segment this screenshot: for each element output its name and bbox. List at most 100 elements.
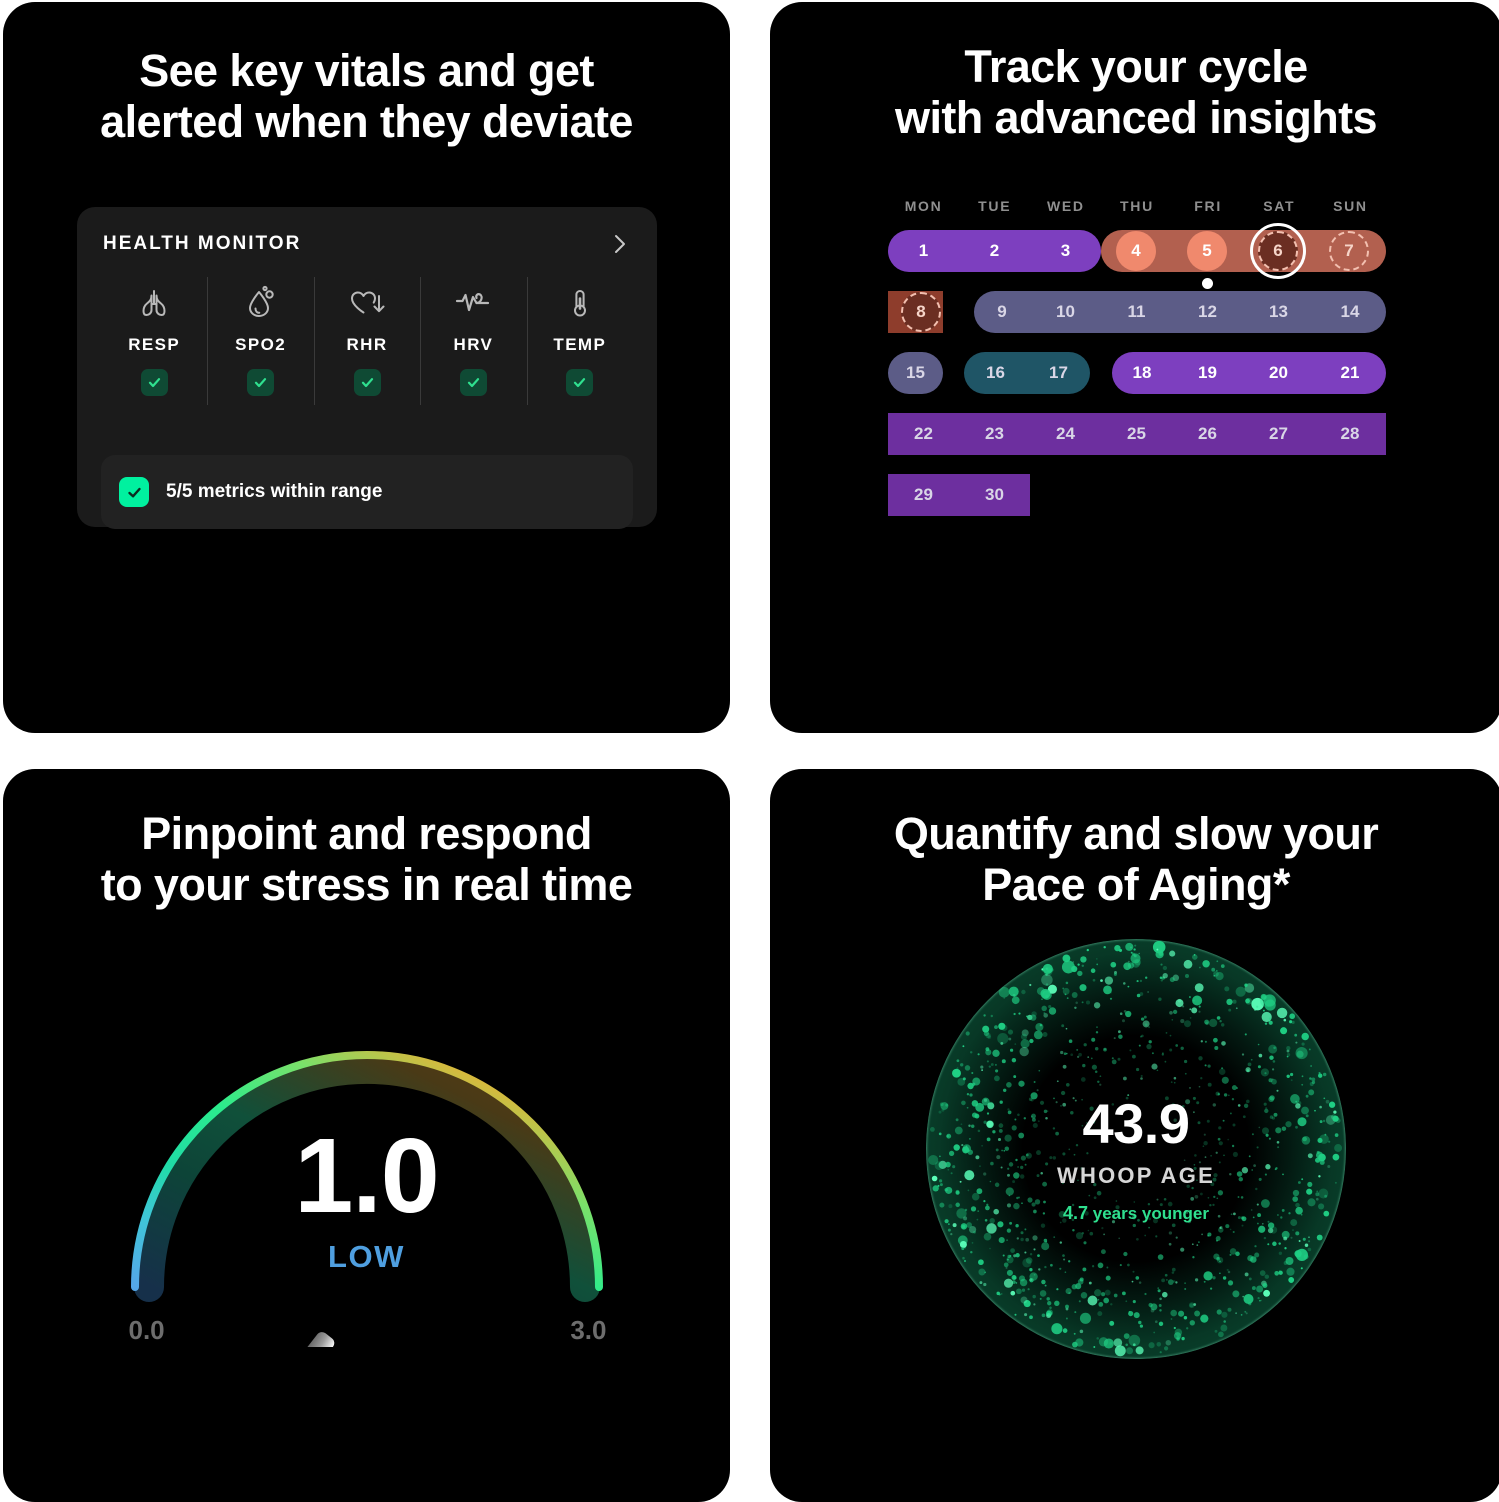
weekday-tue: TUE [978, 198, 1012, 214]
weekday-fri: FRI [1194, 198, 1222, 214]
gauge-needle-icon [236, 1332, 334, 1347]
cycle-band-menstrual[interactable]: 8 [888, 291, 943, 333]
calendar-day[interactable]: 23 [985, 424, 1004, 443]
health-monitor-card[interactable]: HEALTH MONITOR [77, 207, 657, 529]
metric-label: TEMP [553, 335, 607, 354]
calendar-day[interactable]: 30 [985, 485, 1004, 504]
calendar-day[interactable]: 24 [1056, 424, 1075, 443]
calendar-day[interactable]: 9 [997, 302, 1007, 321]
weekday-thu: THU [1120, 198, 1154, 214]
calendar-day[interactable]: 10 [1056, 302, 1075, 321]
metric-label: RESP [128, 335, 181, 354]
calendar-day-highlight[interactable]: 5 [1187, 231, 1227, 271]
calendar-row: 15 16 17 18 19 20 21 [888, 352, 1386, 394]
calendar-day[interactable]: 14 [1340, 302, 1360, 321]
panel-stress-headline: Pinpoint and respond to your stress in r… [3, 769, 730, 911]
metrics-summary-bar[interactable]: 5/5 metrics within range [101, 455, 633, 529]
weekday-sun: SUN [1333, 198, 1368, 214]
whoop-age-delta-text: years younger [1088, 1204, 1209, 1223]
metric-resp[interactable]: RESP [101, 281, 207, 396]
gauge-min-label: 0.0 [128, 1315, 165, 1345]
weekday-wed: WED [1046, 198, 1085, 214]
stress-gauge[interactable]: 1.0 LOW 0.0 3.0 [87, 947, 647, 1347]
calendar-day[interactable]: 29 [914, 485, 933, 504]
check-icon [566, 369, 594, 396]
calendar-day[interactable]: 15 [906, 363, 925, 382]
metric-spo2[interactable]: SPO2 [207, 277, 313, 405]
blood-drop-icon [241, 281, 281, 325]
headline-line-1: Pinpoint and respond [141, 808, 592, 859]
panel-aging-headline: Quantify and slow your Pace of Aging* [770, 769, 1499, 911]
heart-rate-wave-icon [452, 281, 494, 325]
panel-pace-of-aging: Quantify and slow your Pace of Aging* 43… [770, 769, 1499, 1502]
check-icon [247, 369, 275, 396]
calendar-day-predicted[interactable]: 8 [901, 292, 941, 332]
check-icon [140, 369, 168, 396]
calendar-weekday-header: MON TUE WED THU FRI SAT SUN [888, 198, 1386, 214]
headline-line-2: with advanced insights [895, 91, 1377, 143]
calendar-day-predicted[interactable]: 7 [1329, 231, 1369, 271]
panel-cycle-tracking: Track your cycle with advanced insights … [770, 2, 1499, 733]
cycle-band-luteal[interactable]: 9 10 11 12 13 14 [974, 291, 1386, 333]
calendar-day[interactable]: 25 [1127, 424, 1146, 443]
cycle-calendar: MON TUE WED THU FRI SAT SUN 1 2 3 4 5 6 [888, 198, 1386, 516]
cycle-band-follicular[interactable]: 1 2 3 [888, 230, 1101, 272]
calendar-row: 8 9 10 11 12 13 14 [888, 291, 1386, 333]
metric-temp[interactable]: TEMP [526, 277, 633, 405]
stress-level-label: LOW [327, 1239, 406, 1274]
calendar-day[interactable]: 22 [914, 424, 933, 443]
calendar-day[interactable]: 11 [1127, 302, 1146, 321]
calendar-row: 22 23 24 25 26 27 28 [888, 413, 1386, 455]
cycle-band-ovulation[interactable]: 16 17 [964, 352, 1090, 394]
gauge-max-label: 3.0 [570, 1315, 607, 1345]
calendar-day[interactable]: 21 [1340, 363, 1360, 382]
cycle-band-follicular[interactable]: 18 19 20 21 [1112, 352, 1386, 394]
selected-day-ring [1250, 223, 1306, 279]
cycle-band-menstrual[interactable]: 4 5 6 7 [1101, 230, 1386, 272]
calendar-day[interactable]: 27 [1269, 424, 1288, 443]
check-icon [353, 369, 381, 396]
metric-hrv[interactable]: HRV [420, 277, 526, 405]
calendar-day[interactable]: 26 [1198, 424, 1217, 443]
whoop-age-delta-number: 4.7 [1063, 1203, 1089, 1223]
stress-gauge-wrap: 1.0 LOW 0.0 3.0 [3, 947, 730, 1347]
cycle-band-late-luteal[interactable]: 29 30 [888, 474, 1030, 516]
calendar-day[interactable]: 1 [918, 241, 929, 260]
calendar-day[interactable]: 18 [1132, 363, 1152, 382]
metric-label: RHR [346, 335, 388, 354]
whoop-age-label: WHOOP AGE [1057, 1163, 1215, 1188]
panel-health-headline: See key vitals and get alerted when they… [3, 2, 730, 148]
health-metrics-row: RESP [101, 277, 633, 405]
calendar-day[interactable]: 20 [1269, 363, 1288, 382]
calendar-day[interactable]: 19 [1198, 363, 1217, 382]
lungs-icon [134, 281, 174, 325]
heart-down-arrow-icon [346, 281, 388, 325]
health-monitor-header: HEALTH MONITOR [101, 233, 633, 255]
panel-stress-monitor: Pinpoint and respond to your stress in r… [3, 769, 730, 1502]
calendar-day[interactable]: 3 [1060, 241, 1071, 260]
health-monitor-title: HEALTH MONITOR [103, 233, 302, 254]
weekday-mon: MON [904, 198, 943, 214]
calendar-day[interactable]: 17 [1049, 363, 1068, 382]
calendar-day[interactable]: 12 [1198, 302, 1217, 321]
metric-rhr[interactable]: RHR [313, 277, 420, 405]
headline-line-1: Quantify and slow your [893, 808, 1379, 859]
calendar-day[interactable]: 13 [1269, 302, 1288, 321]
panel-health-monitor: See key vitals and get alerted when they… [3, 2, 730, 733]
calendar-day[interactable]: 2 [989, 241, 1000, 260]
headline-line-1: See key vitals and get [139, 45, 594, 96]
calendar-row: 29 30 [888, 474, 1386, 516]
check-icon [119, 477, 149, 507]
whoop-age-sphere[interactable]: 43.9 WHOOP AGE 4.7 years younger [926, 939, 1346, 1359]
calendar-day-highlight[interactable]: 4 [1116, 231, 1156, 271]
headline-line-2: Pace of Aging* [982, 858, 1290, 910]
chevron-right-icon[interactable] [609, 233, 631, 255]
cycle-band-late-luteal[interactable]: 22 23 24 25 26 27 28 [888, 413, 1386, 455]
whoop-age-sphere-wrap: 43.9 WHOOP AGE 4.7 years younger [770, 939, 1499, 1359]
calendar-day[interactable]: 16 [986, 363, 1005, 382]
cycle-band-luteal[interactable]: 15 [888, 352, 943, 394]
calendar-row: 1 2 3 4 5 6 7 [888, 223, 1386, 289]
calendar-day[interactable]: 28 [1340, 424, 1360, 443]
weekday-sat: SAT [1263, 198, 1296, 214]
check-icon [459, 369, 487, 396]
